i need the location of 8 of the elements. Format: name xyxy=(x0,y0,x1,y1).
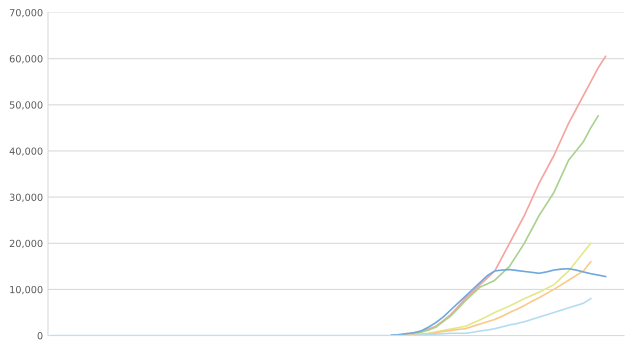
y-tick-label: 70,000 xyxy=(10,8,42,18)
y-tick-label: 60,000 xyxy=(10,55,42,64)
y-tick-label: 50,000 xyxy=(10,101,42,110)
y-tick-label: 30,000 xyxy=(10,194,42,202)
y-tick-label: 10,000 xyxy=(10,286,42,294)
y-tick-label: 0 xyxy=(38,332,42,340)
y-tick-label: 40,000 xyxy=(10,147,42,156)
y-tick-label: 20,000 xyxy=(10,240,42,248)
